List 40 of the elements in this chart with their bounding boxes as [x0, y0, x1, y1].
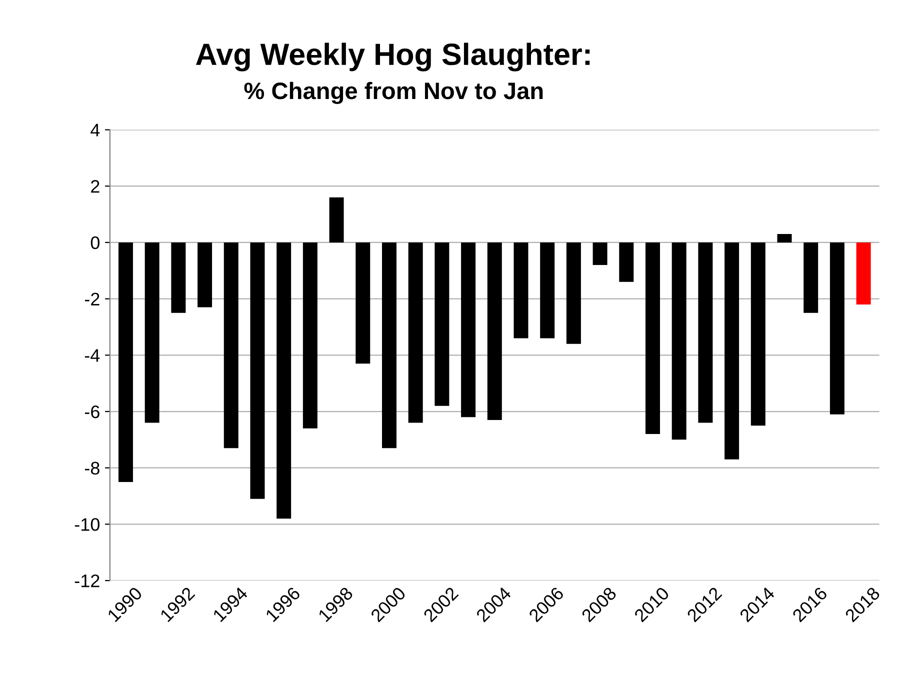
y-tick-label: -6: [84, 405, 100, 418]
bar: [592, 242, 608, 266]
y-tick-label: -12: [74, 574, 100, 588]
chart-subtitle: % Change from Nov to Jan: [244, 82, 543, 104]
bar: [329, 197, 344, 242]
y-tick-label: -10: [74, 518, 100, 531]
y-tick-label: 0: [90, 236, 100, 250]
bar: [777, 234, 792, 242]
bar: [461, 242, 476, 418]
bar: [856, 242, 871, 304]
bar: [118, 242, 133, 482]
bar: [646, 242, 660, 434]
bar: [804, 242, 818, 313]
bar: [198, 242, 212, 308]
bar: [487, 242, 502, 420]
bar: [276, 242, 292, 519]
bar: [224, 242, 238, 448]
bar: [302, 242, 318, 428]
bar: [724, 242, 740, 460]
bar: [540, 242, 555, 338]
bar: [514, 242, 528, 338]
y-tick-label: -4: [84, 349, 100, 362]
bar: [408, 242, 423, 423]
bar: [619, 242, 634, 282]
bar: [830, 242, 844, 414]
bar: [434, 242, 450, 406]
bar: [250, 242, 265, 499]
y-tick-label: -2: [84, 292, 100, 306]
y-tick-label: 2: [91, 180, 100, 193]
bar: [750, 242, 766, 426]
chart-title: Avg Weekly Hog Slaughter:: [196, 42, 590, 72]
bar: [672, 242, 686, 440]
y-tick-label: -8: [84, 462, 100, 475]
y-tick-label: 4: [90, 124, 100, 136]
bar: [356, 242, 370, 364]
bar: [144, 242, 160, 423]
bar: [171, 242, 186, 313]
bar: [698, 242, 713, 423]
bar: [566, 242, 581, 344]
bar: [382, 242, 396, 448]
